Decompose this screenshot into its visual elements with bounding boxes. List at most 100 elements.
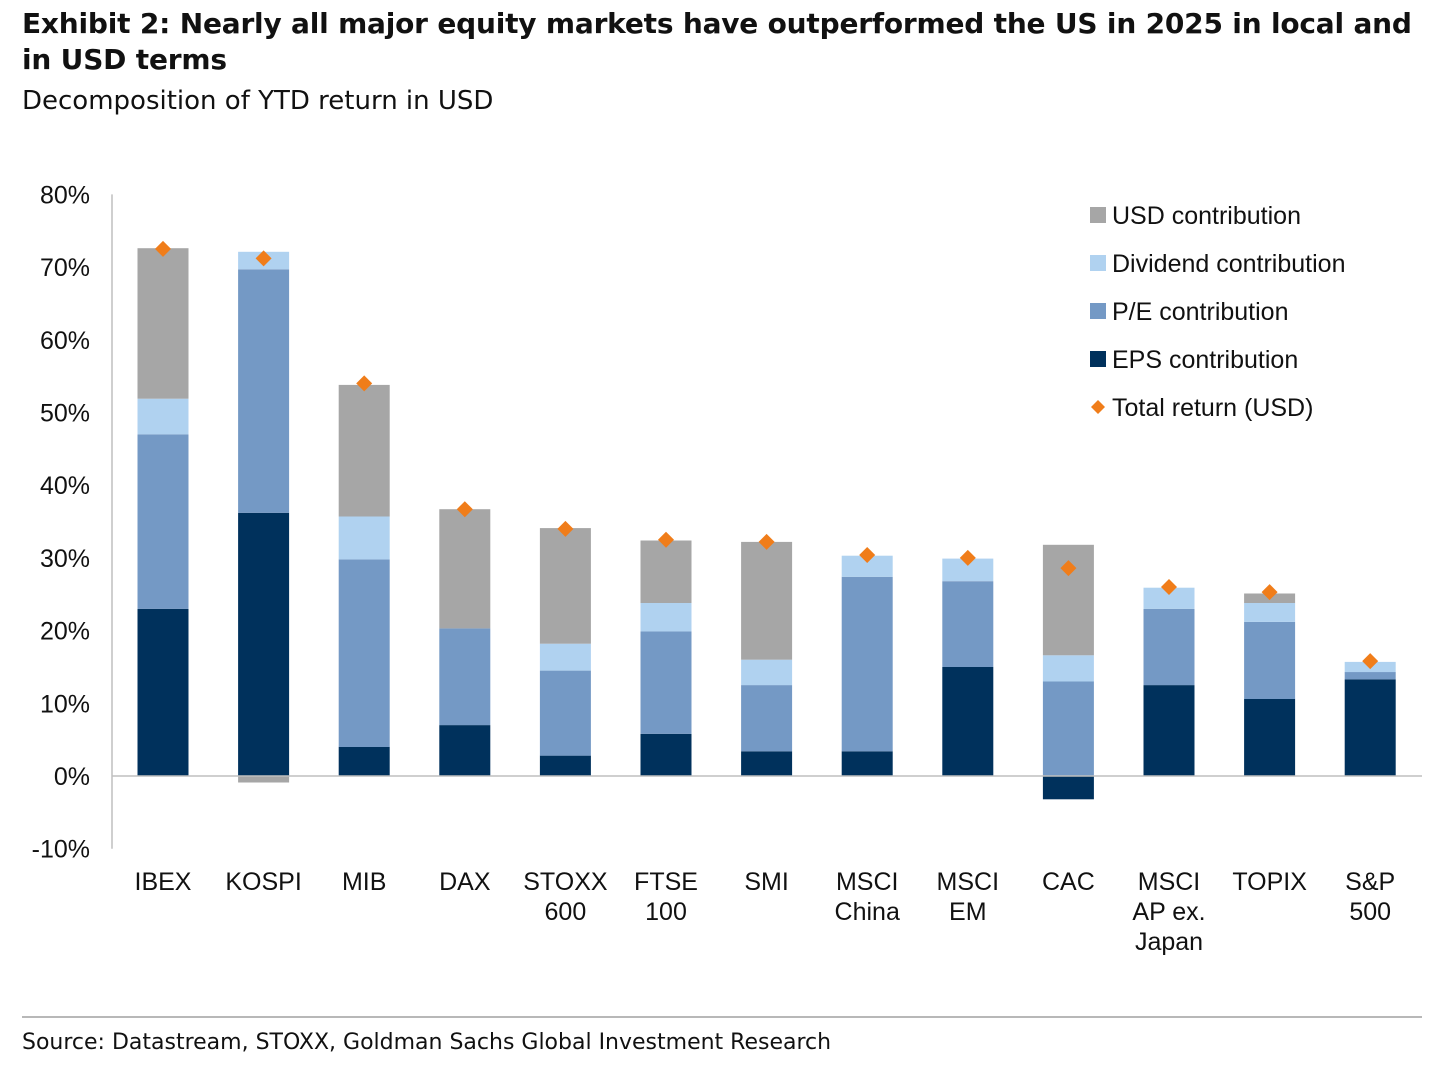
bar-segment-pe (1143, 608, 1195, 686)
x-category-label: STOXX (523, 868, 608, 896)
bar-segment-dividend (338, 516, 390, 560)
bar-segment-eps (1244, 698, 1296, 776)
chart-title: Exhibit 2: Nearly all major equity marke… (22, 7, 1412, 76)
bar-segment-dividend (1143, 587, 1195, 609)
y-tick-label: 50% (40, 400, 90, 428)
x-category-label: 100 (645, 898, 687, 926)
bar-segment-dividend (942, 558, 994, 582)
total-return-marker (959, 549, 976, 566)
bar-segment-eps (1344, 679, 1396, 776)
x-category-label: 600 (545, 898, 587, 926)
bar-segment-pe (841, 576, 893, 752)
bar-segment-usd (238, 776, 290, 783)
bar-segment-pe (942, 581, 994, 667)
y-tick-label: 70% (40, 254, 90, 282)
x-category-label: S&P (1345, 868, 1395, 896)
bar-segment-eps (338, 746, 390, 776)
bar-segment-dividend (841, 555, 893, 577)
legend-label: Dividend contribution (1112, 250, 1345, 278)
y-tick-label: 20% (40, 618, 90, 646)
total-return-marker (758, 533, 775, 550)
x-category-label: KOSPI (225, 868, 301, 896)
chart-subtitle: Decomposition of YTD return in USD (22, 86, 494, 116)
total-return-marker (456, 501, 473, 518)
total-return-marker (1362, 653, 1379, 670)
bar-segment-pe (1244, 621, 1296, 699)
bar-segment-dividend (539, 643, 591, 671)
legend-swatch-dividend (1090, 255, 1106, 271)
bar-segment-pe (640, 631, 692, 734)
bar-segment-pe (741, 685, 793, 752)
bar-segment-dividend (1042, 655, 1094, 682)
legend-label: USD contribution (1112, 202, 1301, 230)
total-return-marker (1261, 584, 1278, 601)
bar-segment-eps (942, 667, 994, 776)
bar-segment-pe (539, 670, 591, 756)
bar-segment-usd (338, 384, 390, 517)
bar-segment-dividend (1244, 603, 1296, 622)
y-tick-label: 40% (40, 472, 90, 500)
y-tick-label: 30% (40, 545, 90, 573)
bar-segment-pe (439, 628, 491, 726)
total-return-marker (658, 531, 674, 548)
x-category-label: Japan (1135, 928, 1203, 956)
bar-segment-eps (1042, 776, 1094, 800)
y-tick-label: 10% (40, 690, 90, 718)
x-category-label: China (835, 898, 900, 926)
bar-segment-usd (640, 540, 692, 603)
bar-segment-dividend (640, 603, 692, 632)
bar-segment-dividend (137, 398, 189, 435)
x-category-label: MSCI (937, 868, 1000, 896)
bar-segment-usd (439, 509, 491, 629)
y-tick-label: 80% (40, 181, 90, 209)
total-return-marker (859, 546, 876, 563)
bar-segment-pe (238, 269, 290, 513)
x-category-label: MSCI (1138, 868, 1201, 896)
bar-segment-eps (539, 755, 591, 776)
total-return-marker (356, 375, 373, 392)
legend-swatch-eps (1090, 351, 1106, 367)
x-category-label: FTSE (634, 868, 698, 896)
x-category-label: CAC (1042, 868, 1095, 896)
y-tick-label: -10% (32, 836, 90, 864)
bar-segment-eps (137, 608, 189, 776)
legend-swatch-pe (1090, 303, 1106, 319)
legend-label: P/E contribution (1112, 298, 1289, 326)
total-return-marker (255, 250, 272, 267)
bar-segment-eps (1143, 685, 1195, 776)
x-category-label: MIB (342, 868, 386, 896)
total-return-marker (1161, 578, 1177, 595)
bar-segment-eps (741, 751, 793, 776)
bar-segment-eps (238, 512, 290, 776)
legend-label: EPS contribution (1112, 346, 1298, 374)
legend-swatch-total (1091, 400, 1105, 414)
footer-divider (22, 1016, 1422, 1018)
legend-swatch-usd (1090, 207, 1106, 223)
x-category-label: IBEX (135, 868, 192, 896)
bar-segment-eps (640, 733, 692, 776)
x-category-label: DAX (439, 868, 491, 896)
total-return-marker (557, 520, 574, 537)
x-category-label: SMI (744, 868, 788, 896)
stacked-bar-chart: 80% 70% 60% 50% 40% 30% 20% 10% 0% -10% IBEX KOSPI M… (32, 181, 1422, 956)
bar-segment-eps (841, 751, 893, 776)
bar-segment-pe (1344, 672, 1396, 680)
total-return-marker (1060, 560, 1077, 577)
bar-segment-eps (439, 725, 491, 776)
total-return-marker (155, 240, 171, 257)
x-category-label: 500 (1349, 898, 1391, 926)
bar-segment-pe (338, 559, 390, 747)
bar-segment-pe (1042, 681, 1094, 776)
x-category-label: TOPIX (1232, 868, 1307, 896)
bar-segment-usd (539, 528, 591, 644)
x-category-label: MSCI (836, 868, 899, 896)
bar-segment-pe (137, 434, 189, 609)
x-category-label: EM (949, 898, 987, 926)
y-tick-label: 60% (40, 327, 90, 355)
y-tick-label: 0% (54, 763, 90, 791)
legend-label: Total return (USD) (1112, 394, 1313, 422)
source-note: Source: Datastream, STOXX, Goldman Sachs… (22, 1030, 832, 1055)
bar-segment-usd (137, 248, 189, 399)
bar-segment-usd (741, 541, 793, 660)
bar-segment-dividend (741, 659, 793, 686)
